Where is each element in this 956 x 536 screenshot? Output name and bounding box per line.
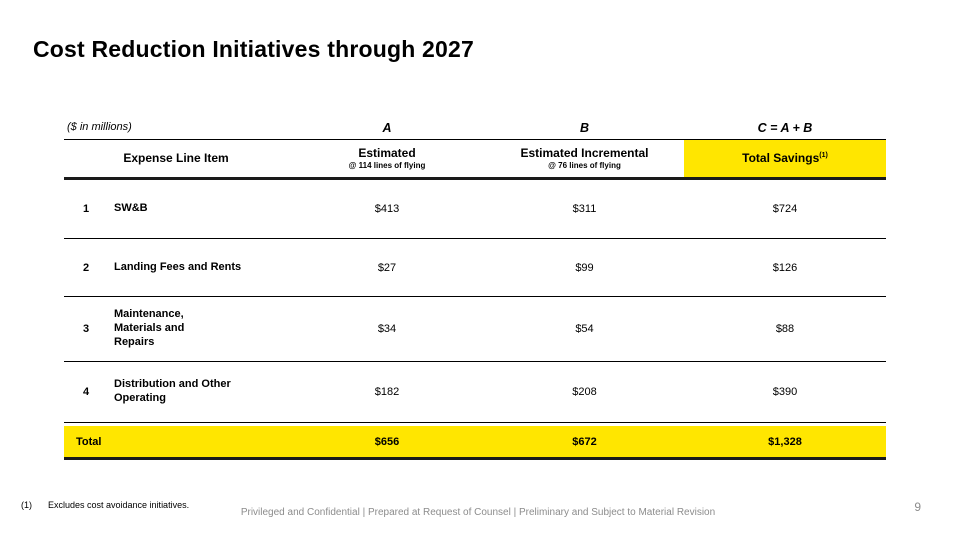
row-label: Distribution and Other Operating	[114, 378, 231, 404]
total-value-a: $656	[374, 435, 400, 448]
row-value-a: $27	[377, 261, 397, 274]
header-total-savings-title: Total Savings(1)	[742, 150, 828, 166]
page-number: 9	[914, 500, 921, 514]
header-bottom-rule	[64, 177, 886, 180]
row-value-b: $54	[575, 323, 594, 335]
row-value-c: $390	[772, 386, 798, 398]
row-value-a: $182	[374, 386, 400, 398]
total-value-b: $672	[572, 435, 597, 448]
header-total-savings-footnote-ref: (1)	[819, 151, 828, 159]
row-divider	[64, 422, 886, 423]
header-estimated-incremental-subtitle: @ 76 lines of flying	[548, 160, 621, 170]
header-estimated: Estimated @ 114 lines of flying	[288, 140, 486, 177]
header-estimated-subtitle: @ 114 lines of flying	[348, 160, 426, 170]
row-number: 1	[82, 203, 90, 215]
total-value-c: $1,328	[768, 435, 802, 448]
row-divider	[64, 238, 886, 239]
header-expense-line-item: Expense Line Item	[123, 150, 229, 165]
row-divider	[64, 296, 886, 297]
table-bottom-rule	[64, 457, 886, 460]
row-value-b: $208	[572, 386, 597, 398]
row-value-b: $99	[575, 261, 594, 274]
row-label: Maintenance, Materials and Repairs	[114, 308, 185, 348]
row-divider	[64, 361, 886, 362]
total-row-highlight	[64, 426, 886, 457]
header-estimated-title: Estimated	[358, 146, 416, 161]
total-label: Total	[76, 435, 102, 448]
header-total-savings-text: Total Savings	[742, 150, 820, 165]
header-estimated-incremental: Estimated Incremental @ 76 lines of flyi…	[486, 140, 683, 177]
header-estimated-incremental-title: Estimated Incremental	[520, 146, 649, 161]
column-letter-c: C = A + B	[757, 121, 813, 135]
row-number: 3	[82, 323, 90, 335]
row-value-b: $311	[572, 203, 597, 215]
column-letter-b: B	[579, 121, 590, 135]
row-value-a: $413	[374, 203, 400, 215]
total-savings-header-highlight	[684, 140, 886, 177]
row-label: Landing Fees and Rents	[114, 260, 242, 273]
footnote-text: Excludes cost avoidance initiatives.	[48, 500, 190, 510]
table-top-rule	[64, 139, 886, 140]
row-value-c: $126	[772, 261, 798, 274]
row-value-c: $88	[775, 323, 795, 335]
page-title: Cost Reduction Initiatives through 2027	[33, 36, 475, 62]
header-total-savings: Total Savings(1)	[684, 140, 886, 177]
row-number: 2	[82, 261, 90, 274]
footnote-marker: (1)	[21, 500, 32, 510]
row-number: 4	[82, 386, 90, 398]
units-label: ($ in millions)	[67, 121, 132, 133]
row-value-c: $724	[772, 203, 798, 215]
row-label: SW&B	[114, 202, 148, 215]
confidentiality-footer: Privileged and Confidential | Prepared a…	[240, 507, 716, 518]
row-value-a: $34	[377, 323, 397, 335]
column-letter-a: A	[382, 121, 392, 135]
